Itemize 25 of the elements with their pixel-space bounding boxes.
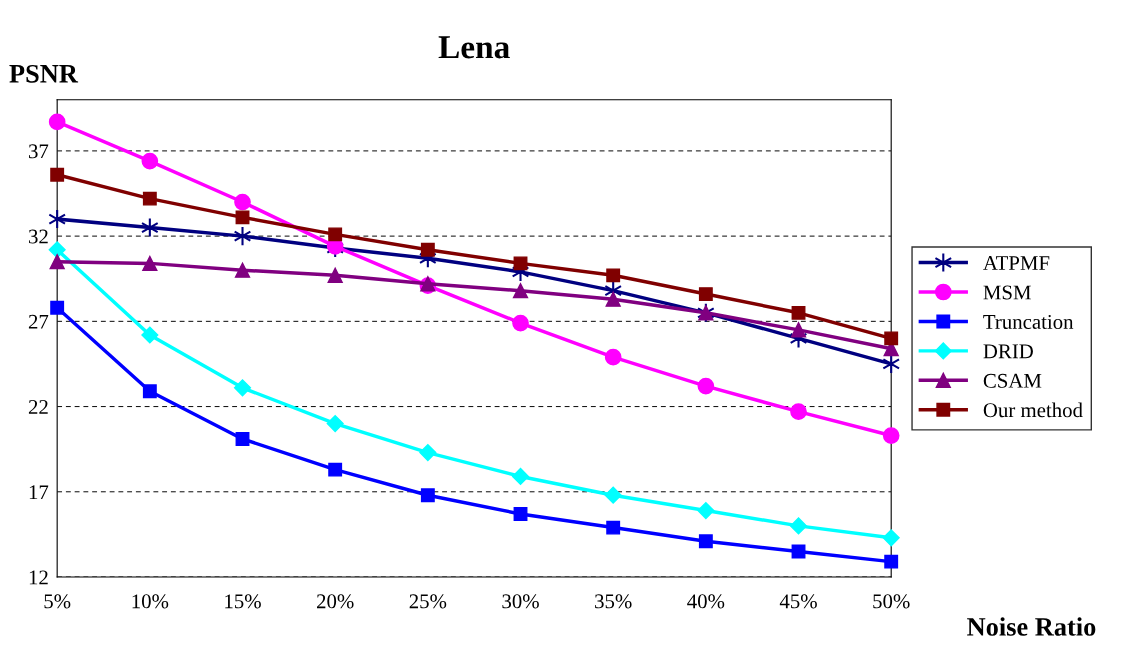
legend-label: ATPMF [983,256,1050,270]
y-tick-label: 12 [29,570,48,585]
y-tick-label: 27 [28,314,49,329]
y-tick-label: 32 [29,229,48,244]
x-tick-label: 20% [317,594,354,609]
x-tick-label: 45% [779,594,817,609]
x-tick-label: 5% [44,594,71,609]
x-tick-label: 15% [225,594,261,609]
x-tick-label: 25% [409,594,447,609]
x-tick-label: 30% [502,594,539,609]
y-tick-label: 22 [28,400,48,414]
legend-label: Truncation [983,314,1074,329]
x-axis-title: Noise Ratio [967,617,1096,636]
y-axis-title: PSNR [9,64,79,83]
chart-title: Lena [438,36,510,59]
y-tick-label: 37 [29,144,49,159]
legend-label: CSAM [983,373,1042,388]
x-tick-label: 10% [132,594,169,609]
legend-label: MSM [983,285,1031,300]
legend-label: DRID [983,344,1033,359]
x-tick-label: 50% [873,594,910,609]
x-tick-label: 35% [595,594,632,609]
legend-label: Our method [983,402,1083,418]
y-tick-label: 17 [29,485,49,500]
x-tick-label: 40% [687,594,725,609]
